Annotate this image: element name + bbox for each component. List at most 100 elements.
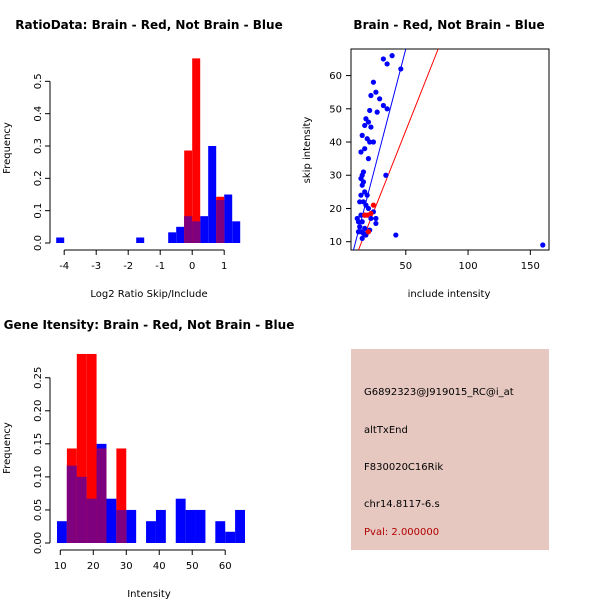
y-tick-label: 0.10 [33, 466, 44, 488]
chromosome-location: chr14.8117-6.s [364, 499, 440, 510]
not-brain-point [357, 224, 363, 230]
y-tick-label: 0.20 [33, 400, 44, 422]
not-brain-point [365, 156, 372, 162]
scatter-points [354, 53, 546, 248]
not-brain-point [365, 119, 372, 125]
ratio-y-axis: 0.0 0.1 0.2 0.3 0.4 0.5 [33, 73, 51, 251]
y-tick-label: 0.1 [33, 203, 44, 219]
not-brain-point [374, 109, 380, 115]
blue-bar [224, 194, 233, 243]
not-brain-point [365, 205, 372, 212]
not-brain-point [359, 219, 365, 225]
not-brain-point [368, 92, 374, 99]
overlap-bar [216, 199, 225, 243]
x-tick-label: 0 [189, 261, 195, 272]
x-tick-label: 10 [54, 561, 67, 572]
overlap-bar [86, 498, 97, 543]
y-tick-label: 30 [329, 171, 342, 182]
x-tick-label: 40 [153, 561, 166, 572]
not-brain-point [358, 192, 364, 198]
not-brain-point [373, 220, 379, 227]
blue-bar [176, 226, 185, 243]
blue-bar [208, 146, 217, 243]
red-bar [76, 353, 87, 543]
scatter-x-label: include intensity [408, 289, 491, 300]
blue-bar [200, 216, 209, 243]
intensity-y-label: Frequency [2, 422, 13, 474]
y-tick-label: 10 [329, 237, 342, 248]
intensity-x-axis: 10 20 30 40 50 60 [54, 549, 232, 572]
brain-point [370, 202, 377, 208]
intensity-y-axis: 0.00 0.05 0.10 0.15 0.20 0.25 [33, 367, 51, 554]
blue-bar [126, 509, 137, 543]
overlap-bar [184, 216, 193, 243]
x-tick-label: 1 [221, 261, 227, 272]
not-brain-point [358, 149, 364, 155]
red-bar [192, 58, 201, 244]
blue-bar [225, 531, 236, 543]
x-tick-label: 50 [399, 261, 412, 272]
not-brain-point [393, 232, 399, 238]
y-tick-label: 50 [329, 104, 342, 115]
x-tick-label: -2 [123, 261, 133, 272]
not-brain-point [377, 96, 383, 102]
ratio-y-label: Frequency [2, 122, 13, 174]
ratio-histogram: RatioData: Brain - Red, Not Brain - Blue… [2, 18, 283, 300]
overlap-bar [192, 221, 201, 243]
not-brain-point [359, 182, 365, 188]
not-brain-point [359, 132, 365, 138]
not-brain-point [362, 225, 368, 232]
y-tick-label: 0.0 [33, 235, 44, 251]
not-brain-point [370, 139, 377, 145]
not-brain-point [540, 242, 546, 248]
not-brain-point [373, 89, 379, 95]
not-brain-point [373, 215, 379, 222]
not-brain-point [359, 235, 365, 241]
x-tick-label: 60 [219, 561, 232, 572]
ratio-x-label: Log2 Ratio Skip/Include [90, 289, 207, 300]
blue-bar [57, 521, 67, 543]
not-brain-point [380, 102, 386, 109]
not-brain-point [368, 215, 374, 222]
x-tick-label: -4 [59, 261, 69, 272]
intensity-scatter-plot: Brain - Red, Not Brain - Blue 50 100 150 1… [302, 18, 550, 300]
overlap-bar [116, 509, 127, 543]
x-tick-label: -1 [155, 261, 165, 272]
brain-point [365, 229, 372, 235]
not-brain-point [389, 53, 395, 59]
blue-bar [195, 509, 206, 543]
overlap-bar [76, 476, 87, 543]
blue-bar [106, 498, 117, 543]
y-tick-label: 0.5 [33, 73, 44, 89]
intensity-histogram: Gene Itensity: Brain - Red, Not Brain - … [2, 318, 294, 600]
blue-bar [56, 237, 65, 243]
gene-info-panel: G6892323@J919015_RC@i_at altTxEnd F83002… [351, 349, 549, 550]
ratio-x-axis: -4 -3 -2 -1 0 1 [59, 249, 227, 272]
y-tick-label: 0.15 [33, 433, 44, 455]
blue-bar [235, 509, 245, 543]
intensity-x-label: Intensity [127, 589, 171, 600]
blue-bar [146, 521, 156, 543]
scatter-y-axis: 10 20 30 40 50 60 [329, 71, 351, 248]
y-tick-label: 0.25 [33, 367, 44, 389]
not-brain-point [383, 172, 389, 178]
ratio-chart-title: RatioData: Brain - Red, Not Brain - Blue [15, 18, 282, 32]
not-brain-point [398, 66, 404, 72]
not-brain-point [368, 124, 374, 130]
intensity-chart-title: Gene Itensity: Brain - Red, Not Brain - … [4, 318, 295, 332]
brain-point [368, 210, 374, 217]
overlap-bar [66, 465, 77, 543]
not-brain-point [367, 139, 373, 145]
blue-bar [168, 232, 177, 243]
x-tick-label: 50 [186, 561, 199, 572]
red-bar [184, 150, 193, 243]
red-bar [86, 353, 97, 543]
ratio-bars [56, 58, 241, 244]
blue-bar [232, 221, 241, 243]
x-tick-label: -3 [91, 261, 101, 272]
y-tick-label: 0.2 [33, 170, 44, 186]
not-brain-point [367, 107, 373, 114]
not-brain-point [357, 199, 363, 205]
not-brain-point [370, 79, 377, 85]
